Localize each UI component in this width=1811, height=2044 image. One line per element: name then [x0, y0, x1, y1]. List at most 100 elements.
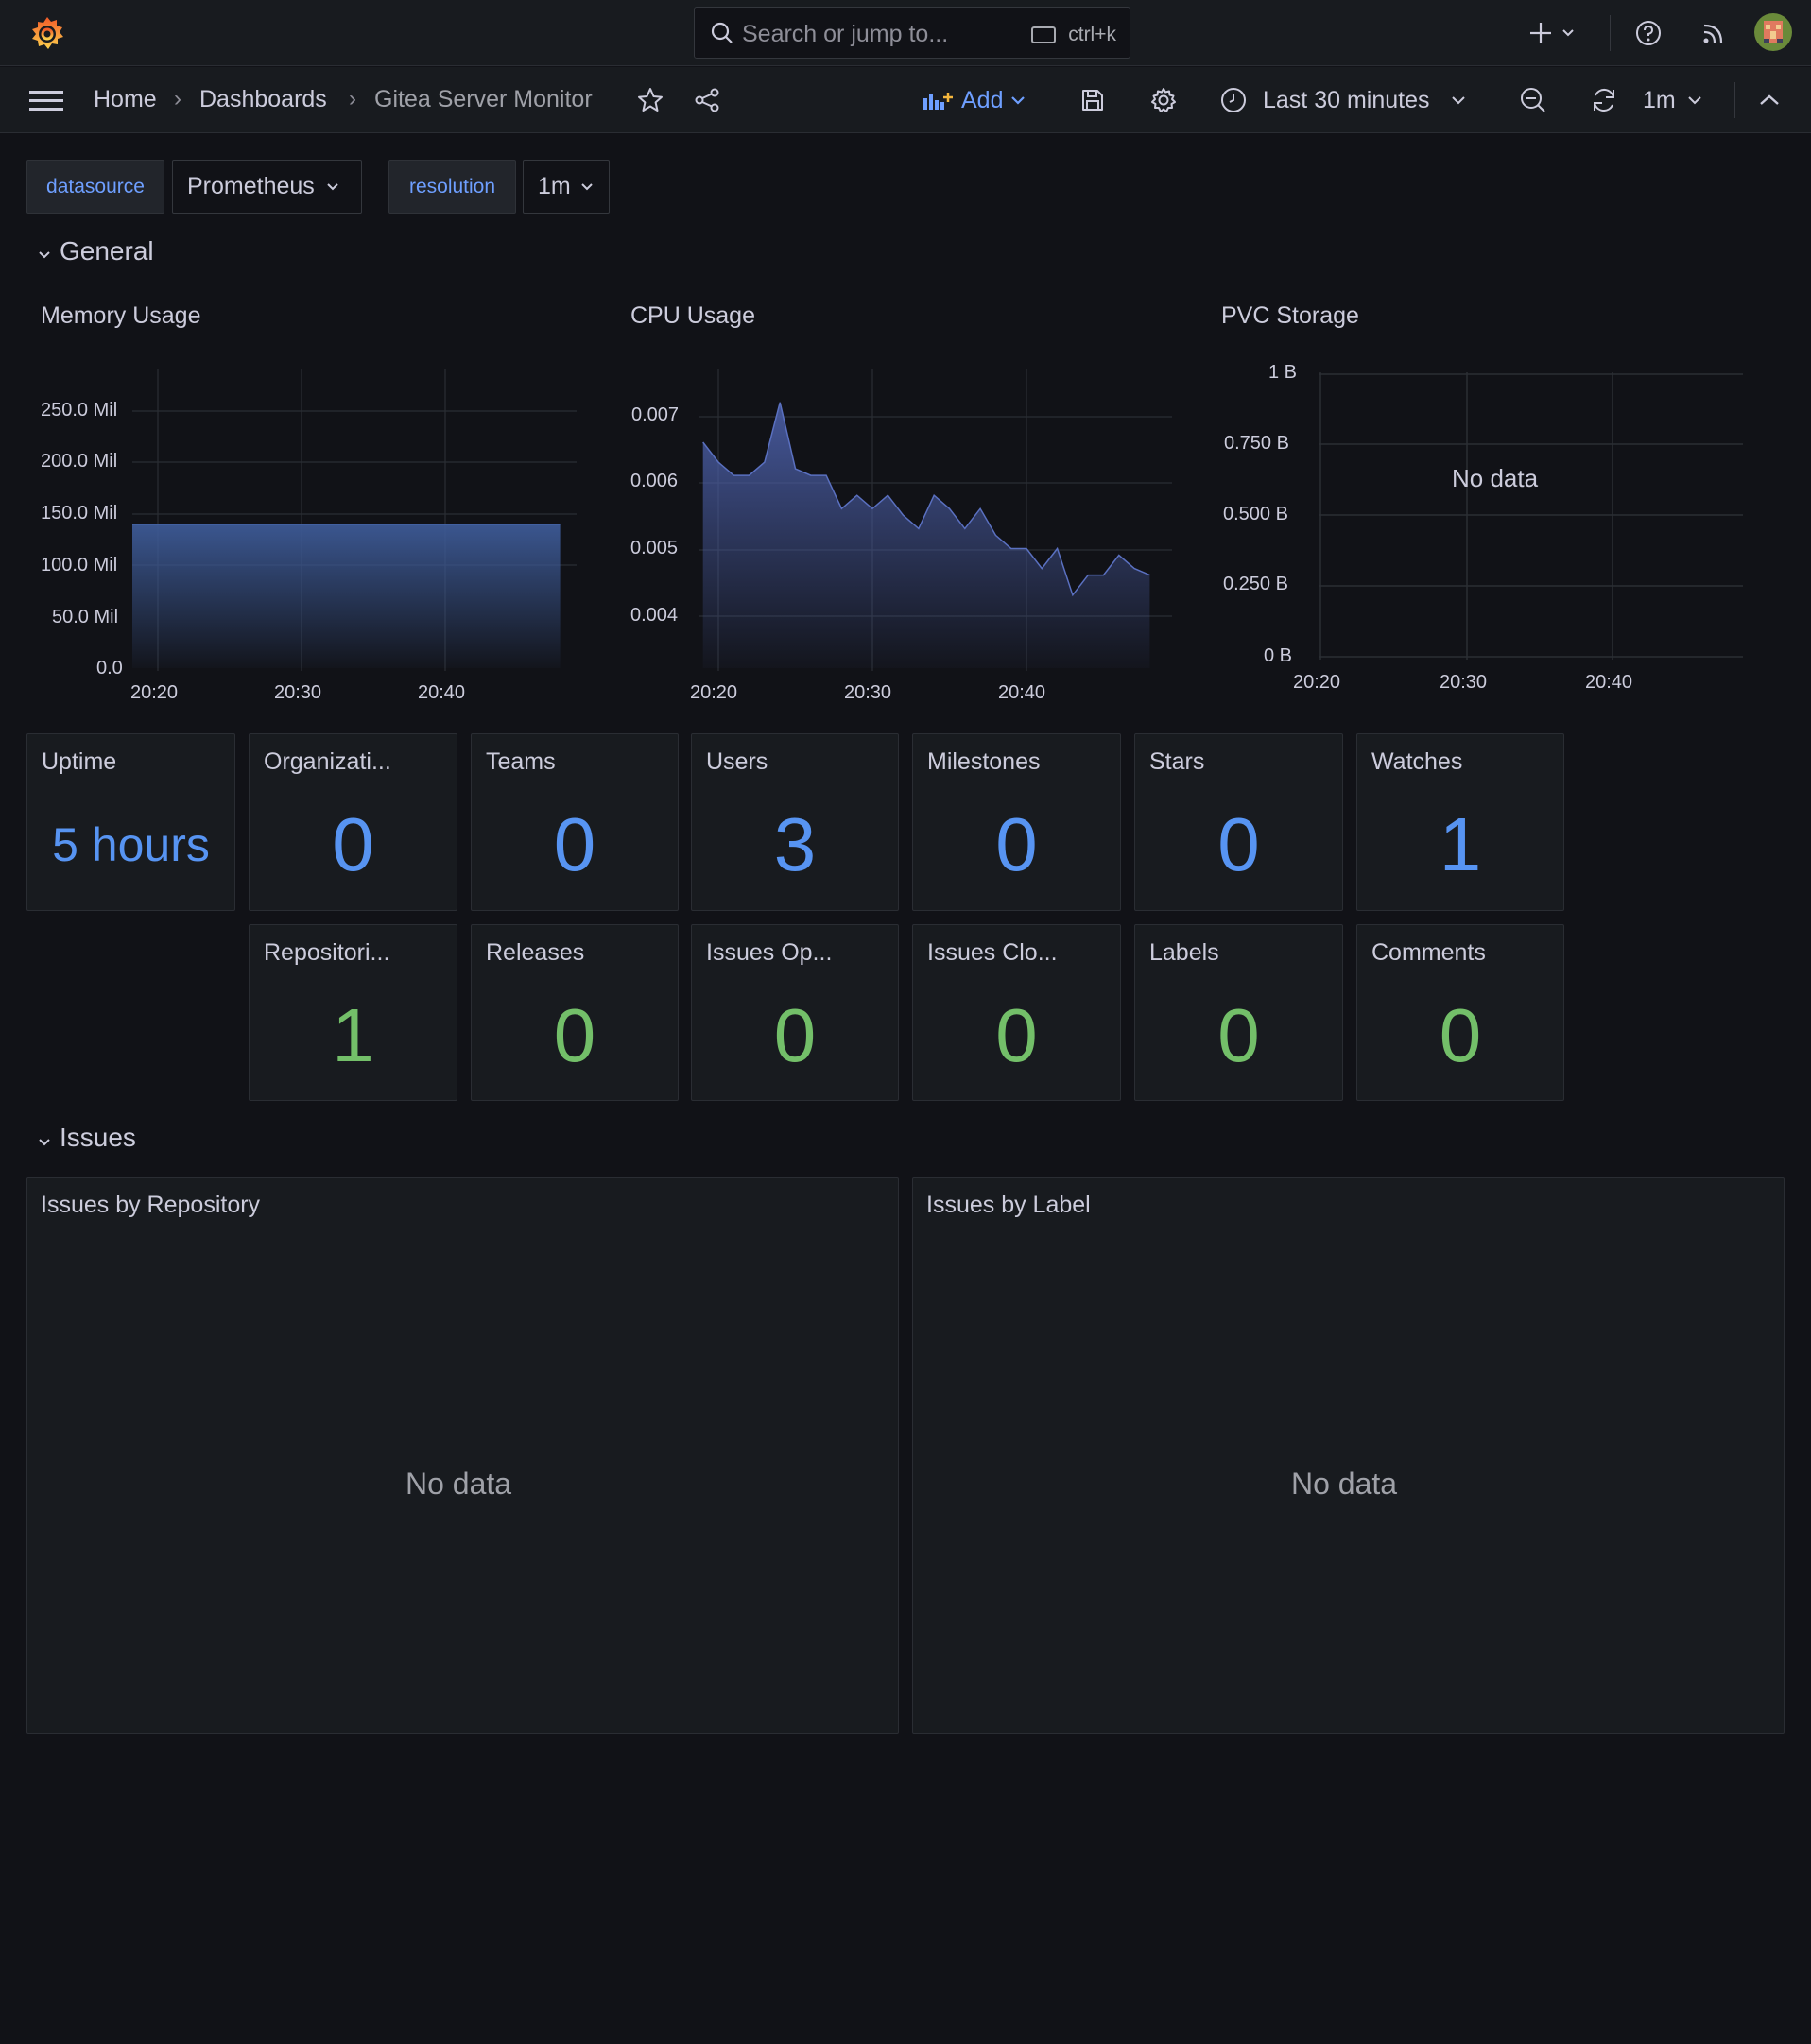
- stat-title: Issues Op...: [706, 939, 833, 966]
- x-tick-label: 20:20: [130, 682, 179, 703]
- breadcrumb-separator: ›: [174, 86, 181, 112]
- stat-value: 0: [1217, 802, 1260, 886]
- refresh-icon[interactable]: [1587, 83, 1621, 117]
- stat-title: Comments: [1371, 939, 1486, 966]
- clock-icon: [1221, 88, 1246, 112]
- pvc-storage-no-data: No data: [1452, 464, 1539, 492]
- chevron-down-icon: [1451, 96, 1465, 105]
- user-avatar[interactable]: [1753, 12, 1793, 52]
- stat-panel-labels[interactable]: Labels 0: [1134, 924, 1343, 1101]
- menu-icon[interactable]: [26, 84, 66, 118]
- new-menu-button[interactable]: [1527, 14, 1588, 52]
- search-shortcut: ctrl+k: [1068, 24, 1116, 45]
- pvc-storage-panel-title[interactable]: PVC Storage: [1221, 302, 1359, 329]
- save-dashboard-icon[interactable]: [1076, 83, 1110, 117]
- y-tick-label: 0.006: [630, 471, 679, 491]
- breadcrumb-current-dashboard: Gitea Server Monitor: [374, 86, 593, 112]
- stat-panel-uptime[interactable]: Uptime 5 hours: [26, 733, 235, 911]
- chevron-down-icon: [1688, 96, 1701, 105]
- dashboard-nav-bar: [0, 67, 1811, 133]
- series-area: [132, 524, 561, 668]
- news-rss-icon[interactable]: [1697, 16, 1731, 50]
- y-tick-label: 150.0 Mil: [41, 503, 118, 524]
- stat-panel-watches[interactable]: Watches 1: [1356, 733, 1564, 911]
- row-issues-title: Issues: [60, 1123, 136, 1152]
- y-tick-label: 0.500 B: [1223, 504, 1288, 524]
- issues-by-repository-title: Issues by Repository: [41, 1192, 261, 1218]
- x-tick-label: 20:30: [1440, 672, 1488, 693]
- gear-icon[interactable]: [1147, 83, 1181, 117]
- memory-usage-chart[interactable]: [132, 369, 577, 671]
- stat-panel-teams[interactable]: Teams 0: [471, 733, 679, 911]
- stat-panel-issues-closed[interactable]: Issues Clo... 0: [912, 924, 1121, 1101]
- stat-title: Milestones: [927, 748, 1041, 775]
- stat-title: Issues Clo...: [927, 939, 1058, 966]
- stat-panel-stars[interactable]: Stars 0: [1134, 733, 1343, 911]
- stat-value: 0: [553, 993, 596, 1077]
- search-icon: [710, 21, 734, 50]
- x-tick-label: 20:40: [1585, 672, 1633, 693]
- pvc-storage-chart[interactable]: [1319, 372, 1743, 660]
- breadcrumb-dashboards[interactable]: Dashboards: [199, 86, 327, 112]
- share-icon[interactable]: [690, 83, 724, 117]
- series-line: [702, 402, 1150, 597]
- cpu-usage-chart[interactable]: [699, 369, 1172, 671]
- x-tick-label: 20:30: [844, 682, 892, 703]
- x-tick-label: 20:30: [274, 682, 322, 703]
- chevron-down-icon: [327, 182, 338, 190]
- stat-value: 0: [773, 993, 817, 1077]
- cpu-usage-panel-title[interactable]: CPU Usage: [630, 302, 755, 329]
- y-tick-label: 0.005: [630, 538, 679, 558]
- memory-usage-panel-title[interactable]: Memory Usage: [41, 302, 201, 329]
- stat-value: 0: [1439, 993, 1482, 1077]
- grafana-logo-icon[interactable]: [25, 11, 70, 57]
- star-icon[interactable]: [633, 83, 667, 117]
- add-button[interactable]: Add: [922, 81, 1037, 119]
- datasource-variable-label: datasource: [26, 160, 164, 214]
- stat-panel-users[interactable]: Users 3: [691, 733, 899, 911]
- resolution-variable-value: 1m: [538, 173, 571, 199]
- breadcrumb-home[interactable]: Home: [94, 86, 157, 112]
- stat-panel-releases[interactable]: Releases 0: [471, 924, 679, 1101]
- datasource-variable-value: Prometheus: [187, 173, 315, 199]
- help-icon[interactable]: [1631, 16, 1665, 50]
- search-placeholder: Search or jump to...: [742, 21, 949, 47]
- top-bar: Search or jump to... ctrl+k: [0, 0, 1811, 66]
- search-bar[interactable]: Search or jump to... ctrl+k: [694, 7, 1130, 59]
- issues-by-label-panel[interactable]: Issues by Label No data: [912, 1177, 1785, 1734]
- stat-title: Users: [706, 748, 768, 775]
- toolbar-divider: [1734, 82, 1735, 118]
- keyboard-icon: [1031, 26, 1056, 43]
- x-tick-label: 20:40: [418, 682, 466, 703]
- time-range-picker[interactable]: Last 30 minutes: [1219, 81, 1490, 119]
- chevron-down-icon: [38, 1131, 51, 1153]
- stat-panel-milestones[interactable]: Milestones 0: [912, 733, 1121, 911]
- y-tick-label: 0.750 B: [1224, 433, 1289, 454]
- chevron-down-icon: [1011, 96, 1026, 105]
- y-tick-label: 0.0: [96, 658, 123, 678]
- y-tick-label: 100.0 Mil: [41, 555, 118, 575]
- chevron-up-icon[interactable]: [1754, 85, 1785, 115]
- y-tick-label: 200.0 Mil: [41, 451, 118, 472]
- refresh-interval-picker[interactable]: 1m: [1643, 81, 1711, 119]
- chevron-down-icon: [38, 244, 51, 266]
- zoom-out-icon[interactable]: [1516, 83, 1550, 117]
- y-tick-label: 0.007: [631, 404, 680, 425]
- resolution-variable-select[interactable]: 1m: [523, 160, 610, 214]
- stat-title: Uptime: [42, 748, 117, 775]
- stat-panel-comments[interactable]: Comments 0: [1356, 924, 1564, 1101]
- stat-panel-issues-open[interactable]: Issues Op... 0: [691, 924, 899, 1101]
- x-tick-label: 20:20: [690, 682, 738, 703]
- stat-title: Organizati...: [264, 748, 391, 775]
- stat-panel-organizations[interactable]: Organizati... 0: [249, 733, 457, 911]
- datasource-variable-select[interactable]: Prometheus: [172, 160, 362, 214]
- stat-value: 0: [332, 802, 374, 886]
- add-button-label: Add: [961, 86, 1004, 113]
- issues-by-repository-panel[interactable]: Issues by Repository No data: [26, 1177, 899, 1734]
- refresh-interval-label: 1m: [1643, 86, 1676, 113]
- series-area: [702, 402, 1150, 668]
- stat-value: 1: [332, 993, 374, 1077]
- stat-value: 0: [995, 802, 1038, 886]
- stat-title: Labels: [1149, 939, 1219, 966]
- stat-panel-repositories[interactable]: Repositori... 1: [249, 924, 457, 1101]
